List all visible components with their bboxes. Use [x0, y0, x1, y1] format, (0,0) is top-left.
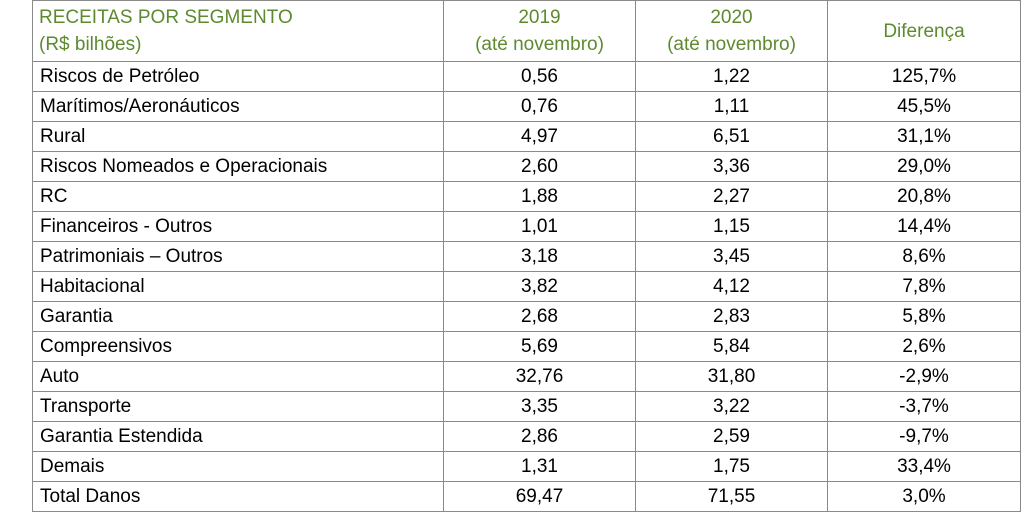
segment-cell: Habitacional [32, 271, 444, 302]
value-2019-cell: 32,76 [443, 361, 636, 392]
segment-cell: Riscos Nomeados e Operacionais [32, 151, 444, 182]
segment-cell: Riscos de Petróleo [32, 61, 444, 92]
table-row: Marítimos/Aeronáuticos 0,76 1,11 45,5% [32, 91, 1021, 122]
value-2020-cell: 1,11 [635, 91, 828, 122]
value-2020-cell: 71,55 [635, 481, 828, 512]
difference-cell: 20,8% [827, 181, 1021, 212]
table-row: Patrimoniais – Outros 3,18 3,45 8,6% [32, 241, 1021, 272]
value-2020-cell: 6,51 [635, 121, 828, 152]
value-2019-cell: 2,60 [443, 151, 636, 182]
segment-cell: Financeiros - Outros [32, 211, 444, 242]
segment-cell: Marítimos/Aeronáuticos [32, 91, 444, 122]
value-2019-cell: 0,56 [443, 61, 636, 92]
table-row: Auto 32,76 31,80 -2,9% [32, 361, 1021, 392]
value-2020-cell: 3,36 [635, 151, 828, 182]
header-2019-year: 2019 [518, 7, 561, 28]
value-2020-cell: 2,27 [635, 181, 828, 212]
value-2019-cell: 3,18 [443, 241, 636, 272]
value-2020-cell: 2,83 [635, 301, 828, 332]
value-2020-cell: 3,22 [635, 391, 828, 422]
table-row: RC 1,88 2,27 20,8% [32, 181, 1021, 212]
table-header: RECEITAS POR SEGMENTO (R$ bilhões) 2019 … [32, 0, 1021, 62]
segment-cell: Total Danos [32, 481, 444, 512]
table-row: Habitacional 3,82 4,12 7,8% [32, 271, 1021, 302]
table-row: Rural 4,97 6,51 31,1% [32, 121, 1021, 152]
difference-cell: 7,8% [827, 271, 1021, 302]
value-2020-cell: 31,80 [635, 361, 828, 392]
header-segment-title: RECEITAS POR SEGMENTO [39, 7, 293, 28]
difference-cell: 125,7% [827, 61, 1021, 92]
value-2019-cell: 5,69 [443, 331, 636, 362]
difference-cell: 33,4% [827, 451, 1021, 482]
value-2019-cell: 69,47 [443, 481, 636, 512]
difference-cell: -9,7% [827, 421, 1021, 452]
table-row: Demais 1,31 1,75 33,4% [32, 451, 1021, 482]
revenue-by-segment-table: RECEITAS POR SEGMENTO (R$ bilhões) 2019 … [32, 0, 1021, 512]
value-2019-cell: 2,68 [443, 301, 636, 332]
header-2019: 2019 (até novembro) [443, 0, 636, 62]
segment-cell: Rural [32, 121, 444, 152]
segment-cell: Compreensivos [32, 331, 444, 362]
difference-cell: 8,6% [827, 241, 1021, 272]
value-2020-cell: 4,12 [635, 271, 828, 302]
segment-cell: Transporte [32, 391, 444, 422]
table-row: Total Danos 69,47 71,55 3,0% [32, 481, 1021, 512]
value-2020-cell: 1,75 [635, 451, 828, 482]
value-2019-cell: 1,31 [443, 451, 636, 482]
table-row: Garantia Estendida 2,86 2,59 -9,7% [32, 421, 1021, 452]
header-2020-year: 2020 [710, 7, 753, 28]
table-row: Garantia 2,68 2,83 5,8% [32, 301, 1021, 332]
header-row: RECEITAS POR SEGMENTO (R$ bilhões) 2019 … [32, 0, 1021, 62]
difference-cell: -2,9% [827, 361, 1021, 392]
revenue-table-container: RECEITAS POR SEGMENTO (R$ bilhões) 2019 … [32, 0, 1021, 512]
difference-cell: 2,6% [827, 331, 1021, 362]
value-2019-cell: 0,76 [443, 91, 636, 122]
value-2020-cell: 3,45 [635, 241, 828, 272]
table-row: Transporte 3,35 3,22 -3,7% [32, 391, 1021, 422]
header-2020: 2020 (até novembro) [635, 0, 828, 62]
value-2019-cell: 2,86 [443, 421, 636, 452]
value-2020-cell: 1,22 [635, 61, 828, 92]
difference-cell: -3,7% [827, 391, 1021, 422]
segment-cell: Demais [32, 451, 444, 482]
segment-cell: Patrimoniais – Outros [32, 241, 444, 272]
value-2020-cell: 2,59 [635, 421, 828, 452]
value-2019-cell: 3,82 [443, 271, 636, 302]
value-2020-cell: 1,15 [635, 211, 828, 242]
segment-cell: Garantia Estendida [32, 421, 444, 452]
table-body: Riscos de Petróleo 0,56 1,22 125,7% Marítimo… [32, 61, 1021, 512]
table-row: Riscos de Petróleo 0,56 1,22 125,7% [32, 61, 1021, 92]
value-2019-cell: 4,97 [443, 121, 636, 152]
table-row: Compreensivos 5,69 5,84 2,6% [32, 331, 1021, 362]
header-2019-period: (até novembro) [475, 34, 604, 55]
difference-cell: 31,1% [827, 121, 1021, 152]
table-row: Riscos Nomeados e Operacionais 2,60 3,36 29… [32, 151, 1021, 182]
value-2019-cell: 1,01 [443, 211, 636, 242]
segment-cell: Auto [32, 361, 444, 392]
difference-cell: 14,4% [827, 211, 1021, 242]
header-segment-unit: (R$ bilhões) [39, 34, 142, 55]
difference-cell: 45,5% [827, 91, 1021, 122]
segment-cell: Garantia [32, 301, 444, 332]
value-2019-cell: 1,88 [443, 181, 636, 212]
difference-cell: 5,8% [827, 301, 1021, 332]
header-segment: RECEITAS POR SEGMENTO (R$ bilhões) [32, 0, 444, 62]
segment-cell: RC [32, 181, 444, 212]
header-difference: Diferença [827, 0, 1021, 62]
header-2020-period: (até novembro) [667, 34, 796, 55]
difference-cell: 29,0% [827, 151, 1021, 182]
value-2020-cell: 5,84 [635, 331, 828, 362]
table-row: Financeiros - Outros 1,01 1,15 14,4% [32, 211, 1021, 242]
value-2019-cell: 3,35 [443, 391, 636, 422]
difference-cell: 3,0% [827, 481, 1021, 512]
